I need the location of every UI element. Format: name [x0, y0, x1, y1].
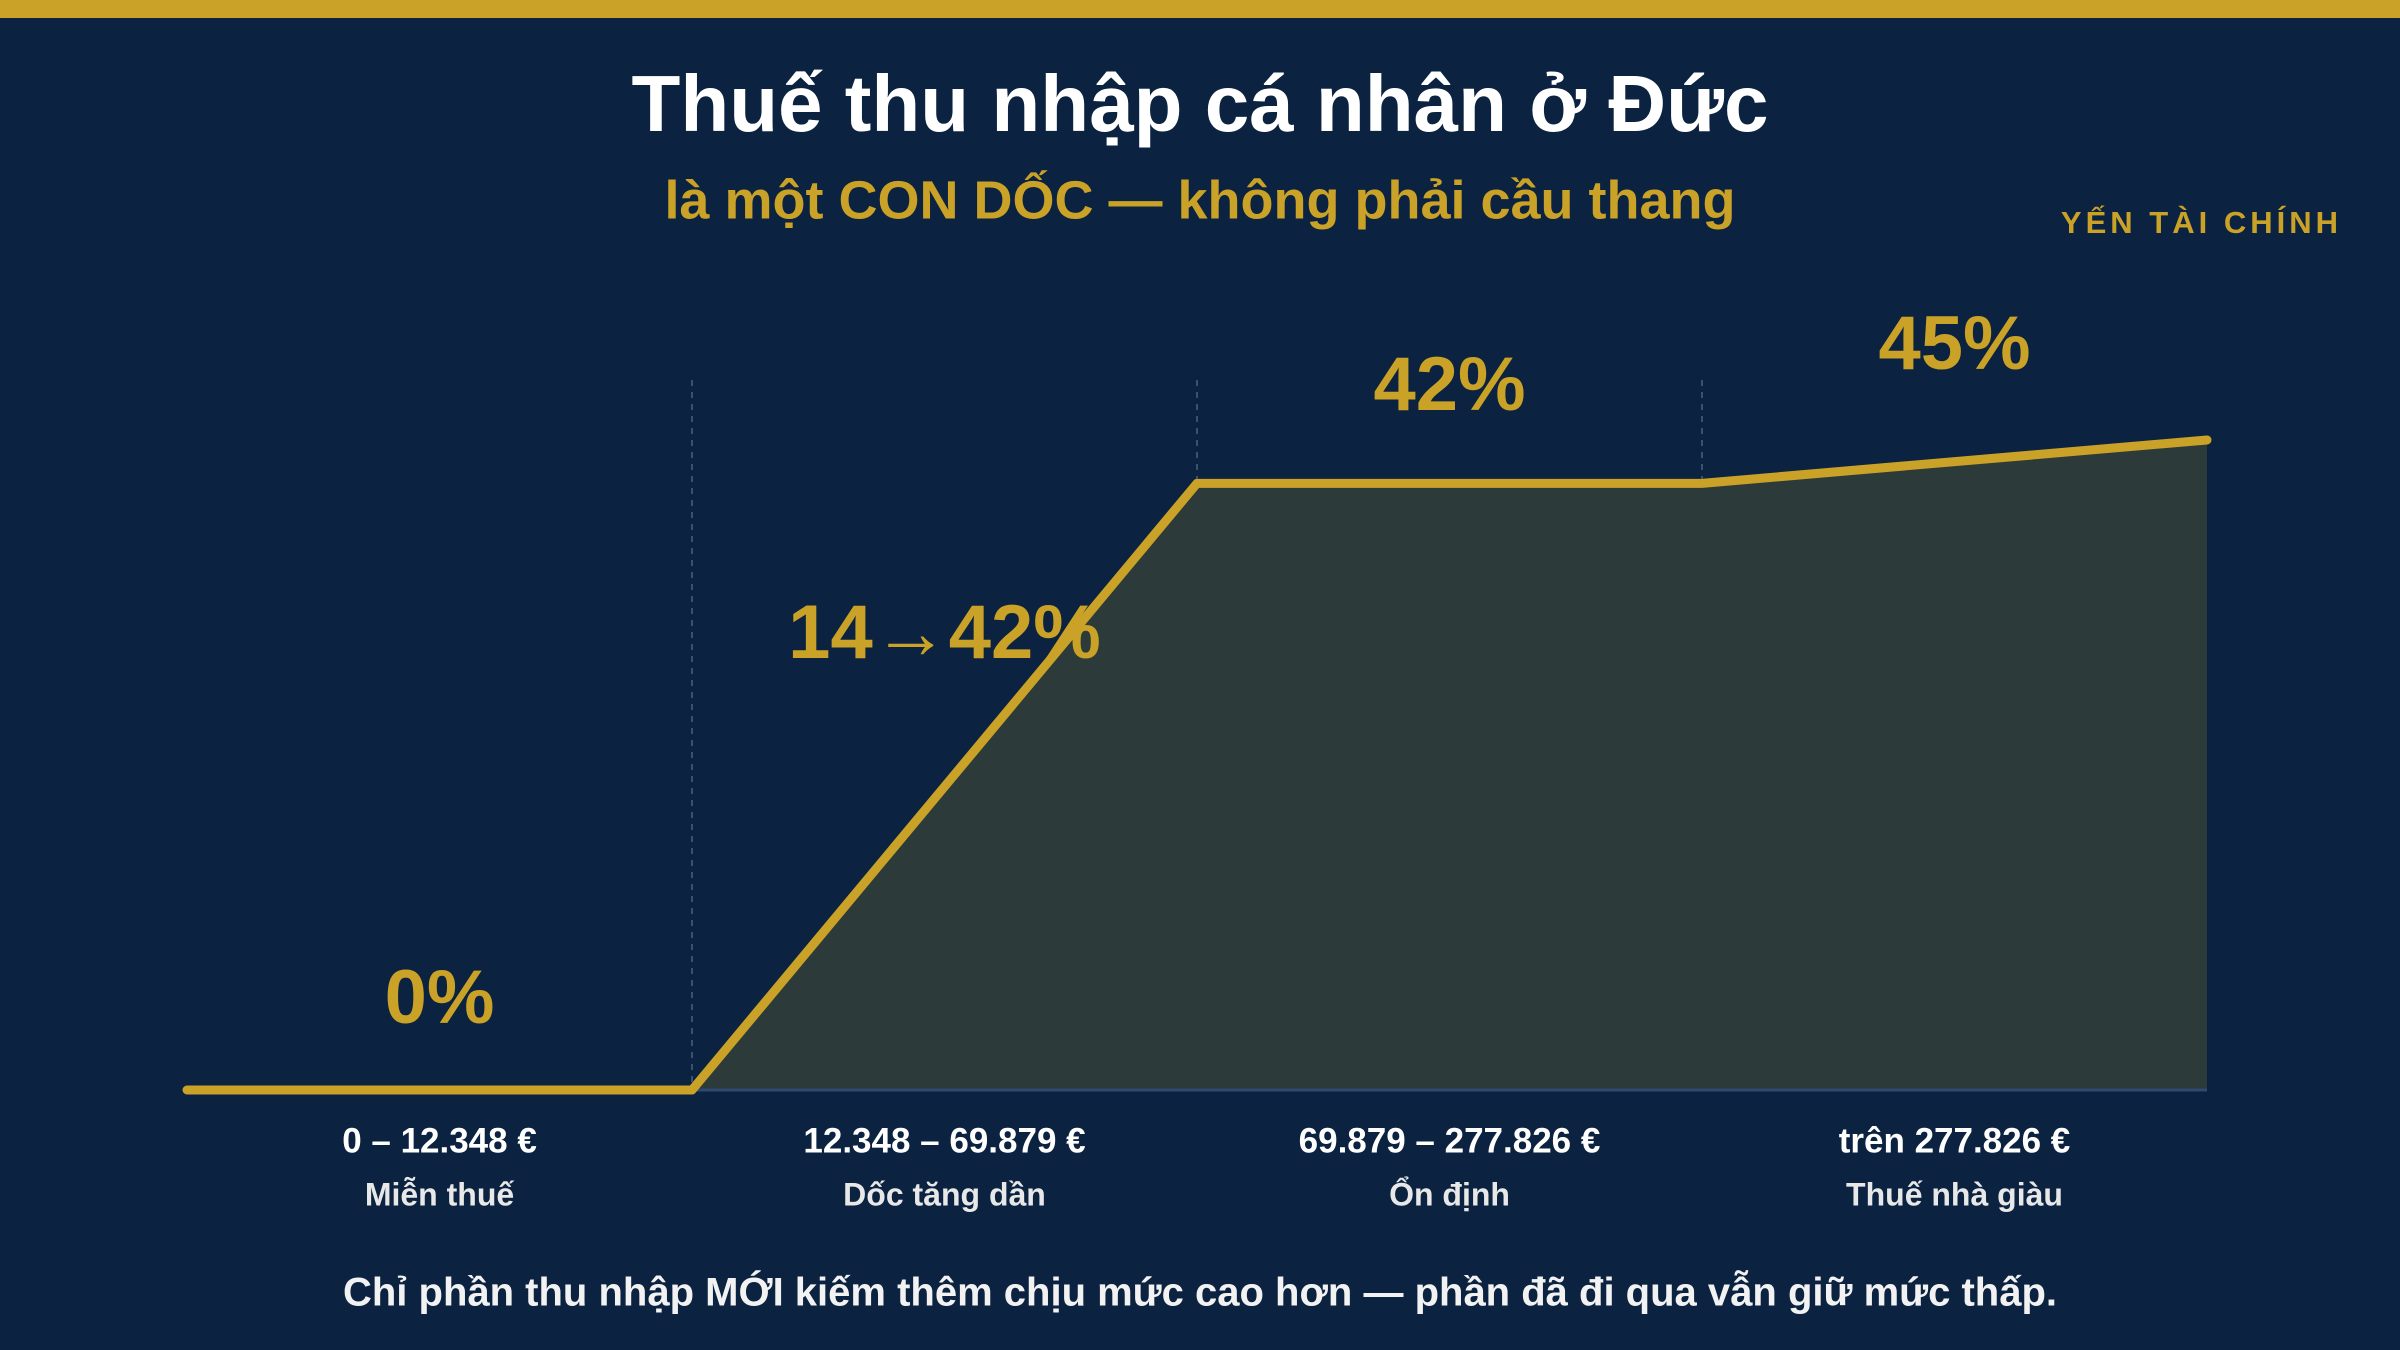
rate-label: 42% — [1373, 342, 1525, 427]
top-bar — [0, 0, 2400, 18]
bracket-range: 69.879 – 277.826 € — [1299, 1121, 1601, 1160]
bracket-name: Miễn thuế — [365, 1176, 515, 1212]
bracket-range: trên 277.826 € — [1839, 1121, 2071, 1160]
footnote: Chỉ phần thu nhập MỚI kiếm thêm chịu mức… — [343, 1269, 2057, 1315]
bracket-name: Dốc tăng dần — [843, 1176, 1046, 1212]
rate-line — [182, 435, 2212, 1095]
rate-label: 14→42% — [788, 590, 1101, 675]
bracket-name: Ổn định — [1389, 1176, 1510, 1212]
rate-label: 45% — [1878, 301, 2030, 386]
bracket-range: 12.348 – 69.879 € — [803, 1121, 1085, 1160]
chart-title: Thuế thu nhập cá nhân ở Đức — [631, 59, 1768, 148]
bracket-range: 0 – 12.348 € — [342, 1121, 537, 1160]
bracket-name: Thuế nhà giàu — [1846, 1176, 2063, 1212]
chart-subtitle: là một CON DỐC — không phải cầu thang — [664, 170, 1735, 230]
rate-label: 0% — [385, 955, 495, 1040]
brand: YẾN TÀI CHÍNH — [2061, 205, 2342, 240]
area — [692, 440, 2207, 1090]
